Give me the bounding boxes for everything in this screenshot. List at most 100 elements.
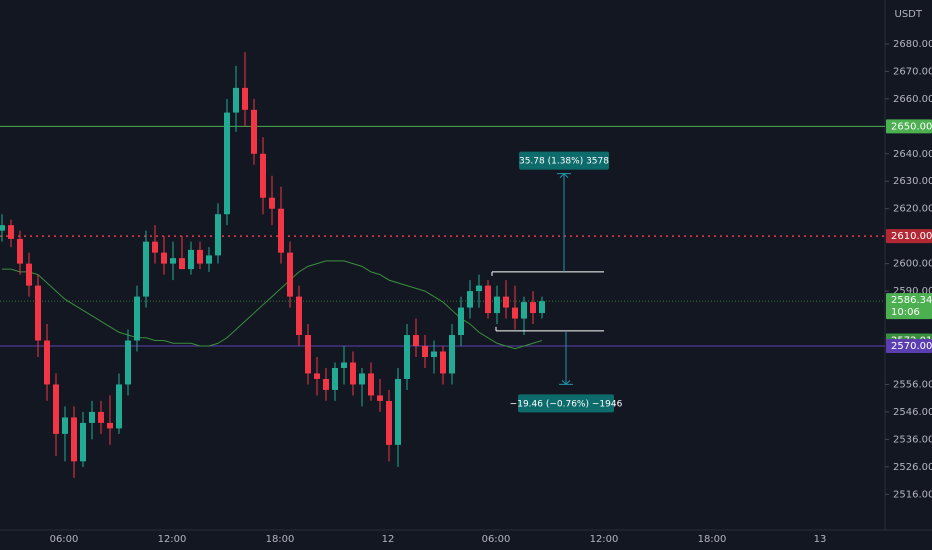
x-tick-label: 12:00: [590, 534, 619, 545]
candle-body: [287, 252, 293, 297]
y-tick-label: 2630.00: [893, 176, 932, 187]
x-tick-label: 06:00: [50, 534, 79, 545]
candle-body: [305, 335, 311, 374]
price-tag-countdown: 10:06: [891, 307, 920, 318]
candle-body: [458, 307, 464, 336]
x-tick-label: 13: [814, 534, 827, 545]
candle-body: [314, 373, 320, 379]
x-tick-label: 12:00: [158, 534, 187, 545]
candle-body: [44, 340, 50, 385]
candle-body: [62, 417, 68, 434]
candle-body: [98, 411, 104, 423]
y-tick-label: 2546.00: [893, 407, 932, 418]
currency-label: USDT: [895, 9, 923, 20]
candle-body: [17, 238, 23, 264]
candle-body: [386, 400, 392, 445]
price-tag: [886, 119, 932, 134]
candle-body: [134, 296, 140, 341]
candle-body: [233, 87, 239, 113]
price-tag-label: 2586.34: [891, 295, 932, 306]
candle-body: [143, 241, 149, 297]
candle-body: [35, 285, 41, 341]
price-tag: [886, 339, 932, 354]
candle-body: [350, 362, 356, 385]
candle-body: [440, 351, 446, 374]
candle-body: [476, 285, 482, 292]
y-tick-label: 2600.00: [893, 259, 932, 270]
candle-body: [251, 109, 257, 154]
measure-label: 35.78 (1.38%) 3578: [519, 157, 609, 167]
y-tick-label: 2590.00: [893, 286, 932, 297]
candle-body: [260, 153, 266, 198]
candle-body: [179, 258, 185, 270]
y-tick-label: 2680.00: [893, 39, 932, 50]
x-tick-label: 12: [382, 534, 395, 545]
y-tick-label: 2660.00: [893, 94, 932, 105]
candle-body: [341, 362, 347, 368]
candle-body: [413, 335, 419, 347]
candle-body: [0, 225, 5, 231]
measure-arrowhead: [561, 379, 571, 386]
candle-body: [26, 263, 32, 286]
candle-body: [377, 395, 383, 401]
measure-label: −19.46 (−0.76%) −1946: [510, 399, 623, 409]
candle-body: [224, 112, 230, 215]
price-tag: [886, 293, 932, 320]
candle-body: [215, 214, 221, 256]
candle-body: [206, 255, 212, 264]
measure-box: [519, 151, 609, 170]
candle-body: [242, 87, 248, 110]
candle-body: [485, 285, 491, 314]
measure-arrowhead: [559, 172, 569, 178]
price-tag: [886, 229, 932, 244]
candle-body: [332, 367, 338, 390]
candle-body: [494, 296, 500, 314]
candle-body: [395, 378, 401, 445]
candle-body: [161, 252, 167, 264]
y-tick-label: 2526.00: [893, 462, 932, 473]
candle-body: [467, 291, 473, 308]
candle-body: [404, 335, 410, 379]
candle-body: [422, 346, 428, 357]
y-tick-label: 2620.00: [893, 204, 932, 215]
candle-body: [71, 417, 77, 462]
candle-body: [53, 384, 59, 434]
candle-body: [89, 411, 95, 423]
y-tick-label: 2670.00: [893, 66, 932, 77]
candle-body: [278, 208, 284, 253]
candle-body: [512, 307, 518, 319]
y-tick-label: 2640.00: [893, 149, 932, 160]
candle-body: [116, 384, 122, 429]
candle-body: [368, 373, 374, 396]
price-tag-label: 2610.00: [891, 231, 932, 242]
candle-body: [107, 422, 113, 429]
candle-body: [170, 258, 176, 264]
candle-body: [359, 373, 365, 385]
y-tick-label: 2516.00: [893, 489, 932, 500]
price-tag-label: 2570.00: [891, 341, 932, 352]
x-tick-label: 18:00: [266, 534, 295, 545]
candle-body: [80, 422, 86, 462]
candle-body: [503, 296, 509, 308]
candle-body: [269, 197, 275, 209]
candle-body: [296, 296, 302, 336]
candle-body: [323, 378, 329, 390]
moving-average: [2, 260, 543, 350]
measure-box: [518, 394, 614, 413]
candle-body: [449, 335, 455, 374]
candle-body: [125, 340, 131, 385]
candle-body: [530, 302, 536, 314]
candle-body: [521, 302, 527, 319]
candle-body: [188, 249, 194, 270]
candle-body: [539, 301, 545, 314]
y-tick-label: 2556.00: [893, 379, 932, 390]
candle-body: [152, 241, 158, 253]
price-tag-label: 2650.00: [891, 121, 932, 132]
candle-body: [8, 225, 14, 239]
y-tick-label: 2536.00: [893, 434, 932, 445]
candle-body: [197, 249, 203, 264]
x-tick-label: 06:00: [482, 534, 511, 545]
